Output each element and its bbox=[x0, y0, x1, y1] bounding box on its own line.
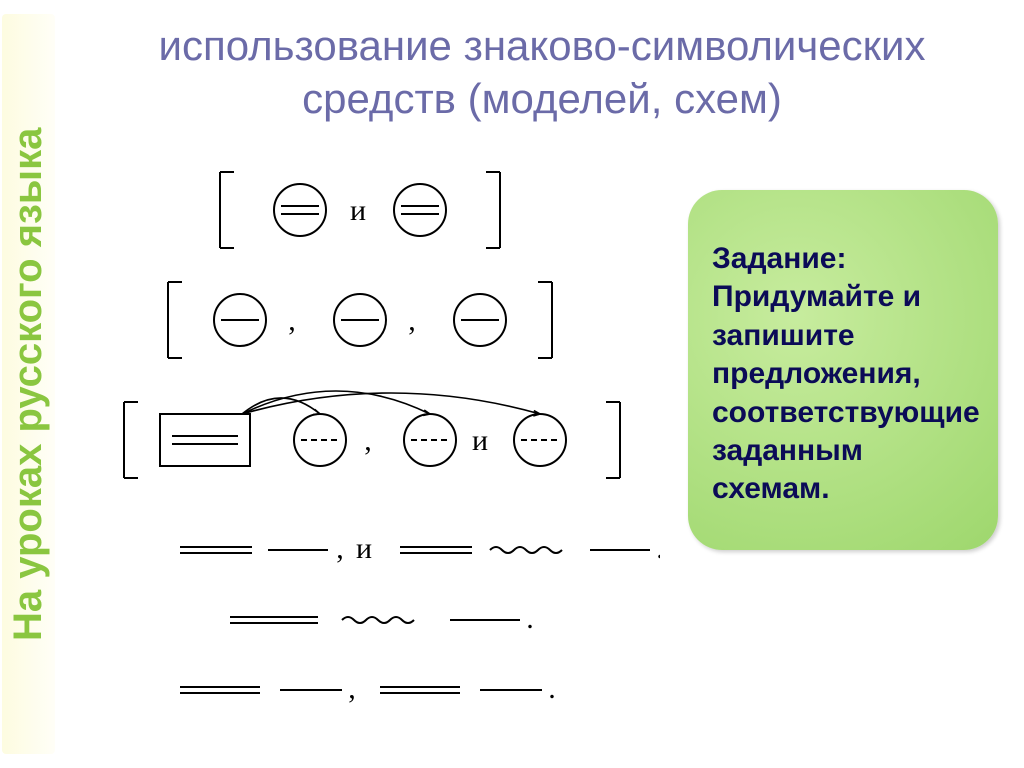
svg-text:.: . bbox=[548, 672, 556, 705]
svg-text:,: , bbox=[336, 532, 344, 565]
svg-text:и: и bbox=[350, 194, 366, 227]
svg-text:,: , bbox=[364, 424, 372, 457]
title-line-1: использование знаково-символических bbox=[159, 22, 926, 69]
svg-text:,: , bbox=[348, 672, 356, 705]
svg-text:.: . bbox=[656, 532, 660, 565]
callout-label: Задание: bbox=[712, 242, 846, 275]
svg-text:и: и bbox=[472, 424, 488, 457]
schemes-diagram: и,,, и, и..,. bbox=[100, 160, 660, 740]
svg-text:и: и bbox=[356, 532, 372, 565]
title-line-2: средств (моделей, схем) bbox=[302, 75, 782, 122]
svg-text:.: . bbox=[526, 602, 534, 635]
svg-text:,: , bbox=[288, 304, 296, 337]
vertical-side-label: На уроках русского языка bbox=[2, 14, 55, 754]
task-callout: Задание: Придумайте и запишите предложен… bbox=[688, 190, 998, 550]
page-title: использование знаково-символических сред… bbox=[100, 20, 984, 125]
callout-body: Придумайте и запишите предложения, соотв… bbox=[712, 280, 980, 505]
svg-text:,: , bbox=[408, 304, 416, 337]
callout-text: Задание: Придумайте и запишите предложен… bbox=[712, 240, 974, 509]
